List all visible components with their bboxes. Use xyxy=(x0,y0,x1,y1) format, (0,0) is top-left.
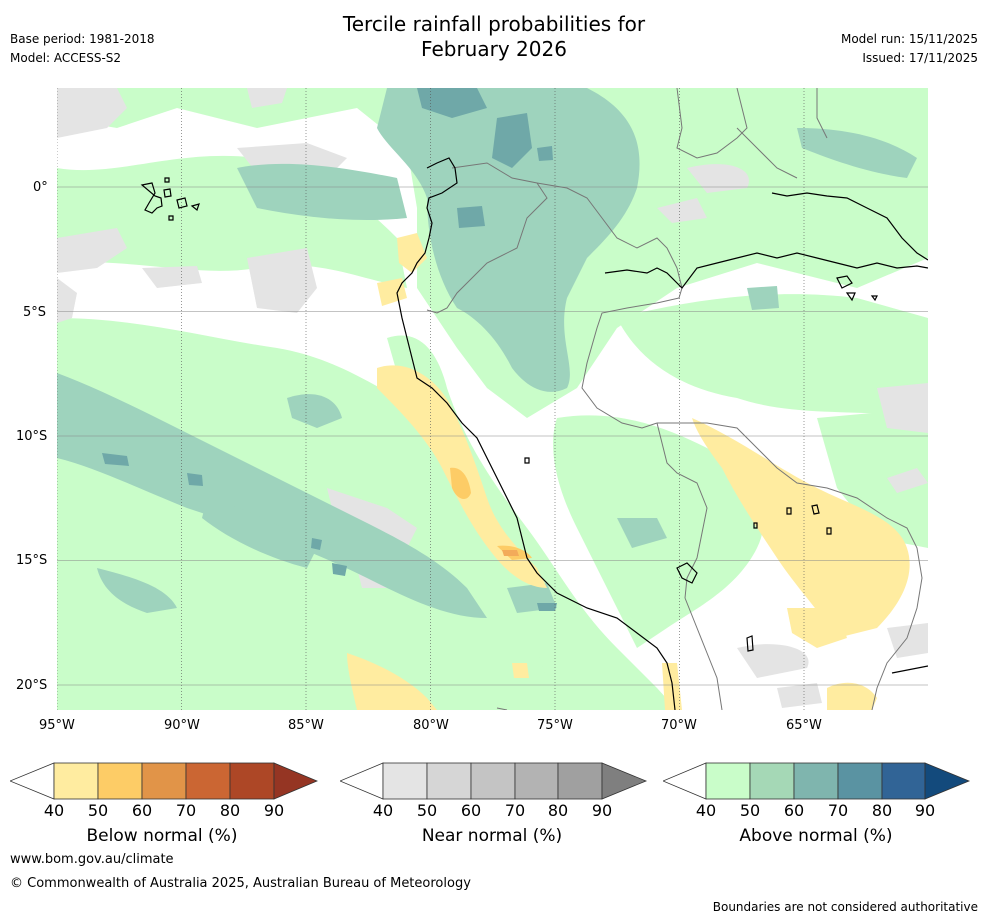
lat-label-5s: 5°S xyxy=(23,305,47,320)
lat-label-0: 0° xyxy=(33,180,48,195)
website-link[interactable]: www.bom.gov.au/climate xyxy=(10,852,174,867)
colorbar-below-segment-1 xyxy=(53,762,99,800)
colorbar-above-segment-4 xyxy=(837,762,883,800)
above-normal-70-regions xyxy=(102,88,557,611)
colorbar-above-title: Above normal (%) xyxy=(739,826,893,846)
below-normal-70-regions xyxy=(502,550,519,556)
near-tick-60: 60 xyxy=(460,801,482,820)
near-tick-70: 70 xyxy=(504,801,526,820)
title-line-2: February 2026 xyxy=(421,37,567,61)
above-tick-70: 70 xyxy=(827,801,849,820)
lon-label-65w: 65°W xyxy=(786,718,822,733)
colorbar-below xyxy=(10,762,318,800)
colorbar-near-segment-0 xyxy=(340,762,384,800)
above-normal-60-regions xyxy=(57,88,917,618)
lon-label-95w: 95°W xyxy=(39,718,75,733)
above-tick-60: 60 xyxy=(783,801,805,820)
colorbar-near-segment-4 xyxy=(514,762,559,800)
lon-label-70w: 70°W xyxy=(661,718,697,733)
near-tick-80: 80 xyxy=(547,801,569,820)
map-lat-gridlines xyxy=(57,186,928,686)
below-tick-80: 80 xyxy=(219,801,241,820)
below-tick-90: 90 xyxy=(263,801,285,820)
colorbar-above-segment-6 xyxy=(924,762,971,800)
below-tick-50: 50 xyxy=(87,801,109,820)
below-tick-70: 70 xyxy=(175,801,197,820)
colorbar-near-segment-3 xyxy=(470,762,516,800)
colorbar-below-segment-3 xyxy=(141,762,187,800)
near-tick-50: 50 xyxy=(416,801,438,820)
colorbar-below-segment-6 xyxy=(273,762,318,800)
copyright-notice: © Commonwealth of Australia 2025, Austra… xyxy=(10,876,471,891)
colorbar-below-segment-4 xyxy=(185,762,231,800)
boundaries-disclaimer: Boundaries are not considered authoritat… xyxy=(712,900,978,914)
title-line-1: Tercile rainfall probabilities for xyxy=(342,12,646,36)
above-tick-90: 90 xyxy=(914,801,936,820)
colorbar-near-segment-2 xyxy=(426,762,472,800)
colorbar-near-segment-5 xyxy=(557,762,603,800)
colorbar-near xyxy=(340,762,648,800)
near-tick-90: 90 xyxy=(591,801,613,820)
colorbar-below-title: Below normal (%) xyxy=(86,826,238,846)
map-title: Tercile rainfall probabilities for Febru… xyxy=(0,12,988,62)
base-period: Base period: 1981-2018 xyxy=(10,32,155,46)
lat-label-15s: 15°S xyxy=(16,553,48,568)
near-tick-40: 40 xyxy=(372,801,394,820)
colorbar-near-title: Near normal (%) xyxy=(421,826,563,846)
lon-label-80w: 80°W xyxy=(413,718,449,733)
colorbar-below-segment-2 xyxy=(97,762,143,800)
lon-label-85w: 85°W xyxy=(288,718,324,733)
above-tick-50: 50 xyxy=(739,801,761,820)
issued-date: Issued: 17/11/2025 xyxy=(862,51,978,65)
above-tick-40: 40 xyxy=(695,801,717,820)
coastlines xyxy=(140,157,928,710)
country-borders xyxy=(426,88,923,710)
lon-label-75w: 75°W xyxy=(537,718,573,733)
rainfall-probability-map xyxy=(57,88,928,710)
colorbar-above-segment-0 xyxy=(663,762,707,800)
lon-label-90w: 90°W xyxy=(164,718,200,733)
below-tick-60: 60 xyxy=(131,801,153,820)
colorbar-below-segment-5 xyxy=(229,762,275,800)
lat-label-10s: 10°S xyxy=(16,429,48,444)
colorbar-above xyxy=(663,762,971,800)
below-tick-40: 40 xyxy=(43,801,65,820)
model-name: Model: ACCESS-S2 xyxy=(10,51,122,65)
colorbar-near-segment-6 xyxy=(601,762,648,800)
colorbar-above-segment-1 xyxy=(705,762,751,800)
colorbar-above-segment-3 xyxy=(793,762,839,800)
above-tick-80: 80 xyxy=(871,801,893,820)
colorbar-above-segment-5 xyxy=(881,762,926,800)
model-run: Model run: 15/11/2025 xyxy=(840,32,978,46)
colorbar-above-segment-2 xyxy=(749,762,795,800)
colorbar-below-segment-0 xyxy=(10,762,55,800)
lat-label-20s: 20°S xyxy=(16,678,48,693)
colorbar-near-segment-1 xyxy=(382,762,428,800)
